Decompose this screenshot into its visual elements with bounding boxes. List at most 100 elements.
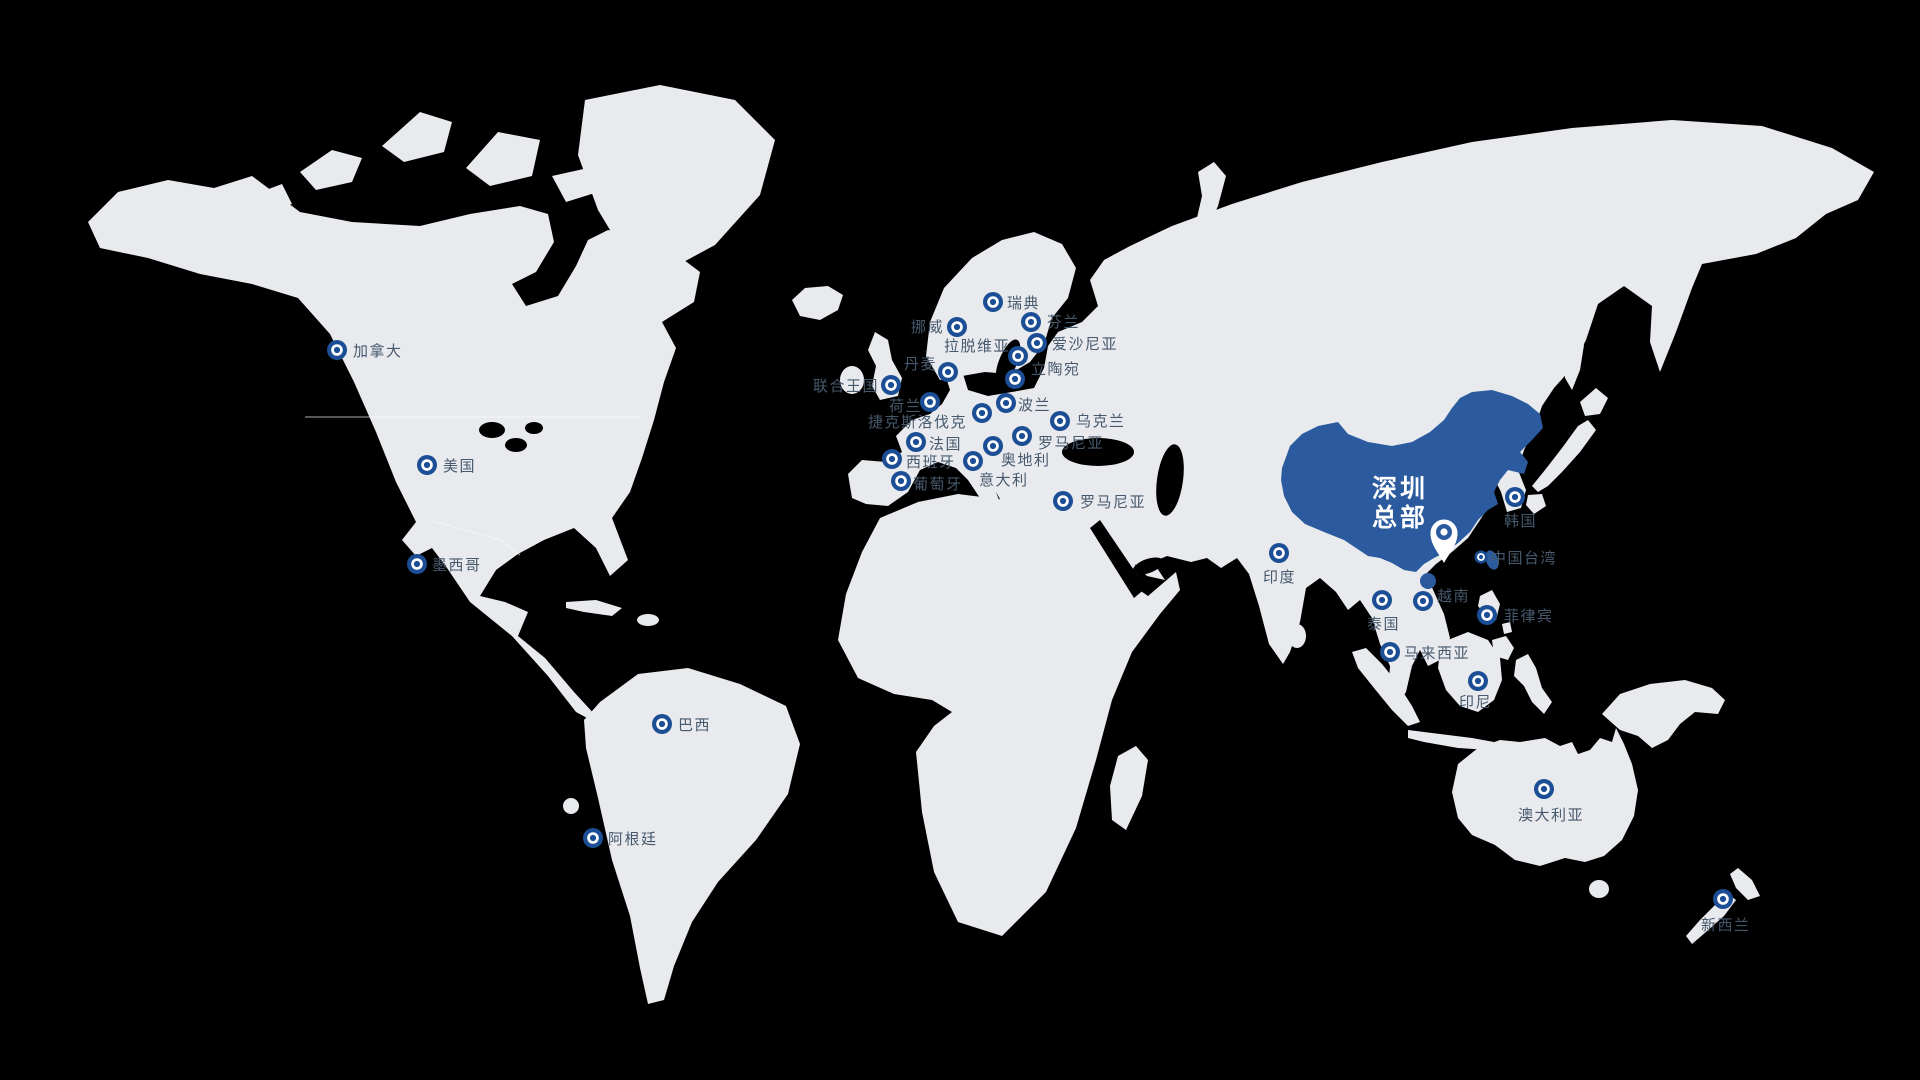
location-label-indonesia: 印尼 — [1459, 694, 1492, 711]
location-marker-italy: 意大利 — [963, 451, 1027, 489]
marker-dot — [1511, 493, 1519, 501]
marker-dot — [1275, 549, 1283, 557]
location-marker-latvia: 拉脱维亚 — [944, 338, 1028, 366]
marker-dot — [1011, 375, 1019, 383]
china-mainland — [1281, 390, 1543, 572]
location-marker-austria: 奥地利 — [983, 436, 1051, 469]
marker-dot — [1540, 785, 1548, 793]
marker-dot — [333, 346, 341, 354]
location-marker-philippines: 菲律宾 — [1477, 605, 1554, 625]
marker-dot — [1018, 432, 1026, 440]
location-marker-romania-north: 罗马尼亚 — [1012, 426, 1104, 452]
location-label-new-zealand: 新西兰 — [1701, 917, 1751, 934]
marker-dot — [888, 455, 896, 463]
continent-eurasia — [848, 120, 1874, 708]
marker-dot — [1719, 895, 1727, 903]
marker-dot — [1419, 597, 1427, 605]
marker-dot — [887, 381, 895, 389]
location-marker-finland: 芬兰 — [1021, 312, 1079, 332]
location-label-south-korea: 韩国 — [1504, 513, 1537, 530]
location-label-lithuania: 立陶宛 — [1031, 361, 1081, 378]
island-sakhalin — [1565, 330, 1584, 390]
location-label-romania: 罗马尼亚 — [1080, 494, 1146, 511]
location-label-canada: 加拿大 — [353, 342, 403, 360]
island-new-guinea — [1602, 680, 1725, 748]
location-label-austria: 奥地利 — [1001, 452, 1051, 469]
location-marker-thailand: 泰国 — [1367, 590, 1399, 633]
marker-dot — [989, 298, 997, 306]
location-marker-czechoslovakia: 捷克斯洛伐克 — [868, 403, 992, 431]
great-lakes-3 — [525, 422, 543, 434]
marker-dot — [1059, 497, 1067, 505]
china-highlight — [1281, 390, 1543, 589]
island-novaya-zemlya — [1196, 162, 1226, 232]
island-tasmania — [1589, 880, 1609, 898]
island-ireland — [840, 366, 864, 394]
continent-north-america — [88, 176, 700, 726]
marker-dot — [423, 461, 431, 469]
location-label-india: 印度 — [1263, 569, 1296, 586]
islands-indonesia — [1352, 632, 1556, 757]
marker-dot — [1474, 677, 1482, 685]
marker-dot — [978, 409, 986, 417]
hq-label-line2: 总部 — [1372, 503, 1428, 532]
location-label-taiwan-china: 中国台湾 — [1491, 550, 1557, 567]
marker-dot — [989, 442, 997, 450]
location-marker-poland: 波兰 — [996, 393, 1050, 414]
marker-dot — [1378, 596, 1386, 604]
location-label-romania-north: 罗马尼亚 — [1038, 435, 1104, 452]
location-label-argentina: 阿根廷 — [608, 831, 658, 848]
location-label-vietnam: 越南 — [1437, 588, 1470, 605]
location-marker-sweden: 瑞典 — [983, 292, 1039, 312]
marker-dot — [1386, 648, 1394, 656]
country-borders — [305, 416, 640, 556]
marker-dot — [1033, 339, 1041, 347]
continent-greenland — [578, 85, 775, 272]
location-label-ukraine: 乌克兰 — [1076, 413, 1126, 430]
marker-dot — [589, 834, 597, 842]
location-marker-india: 印度 — [1263, 543, 1296, 586]
location-label-philippines: 菲律宾 — [1504, 608, 1554, 625]
location-label-united-kingdom: 联合王国 — [813, 378, 879, 395]
caspian-sea — [1156, 444, 1184, 516]
hq-label-line1: 深圳 — [1372, 475, 1428, 503]
island-iceland — [792, 286, 843, 320]
location-marker-estonia: 爱沙尼亚 — [1027, 333, 1117, 353]
island-madagascar — [1110, 746, 1148, 830]
location-label-brazil: 巴西 — [678, 717, 711, 734]
location-label-mexico: 墨西哥 — [432, 557, 482, 574]
continent-south-america — [584, 668, 800, 1004]
location-marker-usa: 美国 — [417, 455, 476, 475]
great-lakes — [479, 422, 505, 438]
location-marker-portugal: 葡萄牙 — [891, 471, 963, 493]
location-marker-vietnam: 越南 — [1413, 588, 1470, 611]
continent-africa — [838, 494, 1180, 936]
hq-pin-core — [1440, 528, 1448, 536]
location-label-latvia: 拉脱维亚 — [944, 338, 1010, 355]
island-sri-lanka — [1288, 624, 1306, 648]
location-label-france: 法国 — [929, 436, 962, 453]
location-marker-united-kingdom: 联合王国 — [813, 375, 901, 395]
location-label-portugal: 葡萄牙 — [913, 476, 963, 493]
location-label-usa: 美国 — [443, 458, 476, 475]
marker-dot — [926, 398, 934, 406]
red-sea — [1090, 520, 1146, 598]
world-map-land — [88, 85, 1874, 1004]
black-sea — [1062, 438, 1134, 466]
marker-dot — [413, 560, 421, 568]
arctic-islands — [250, 112, 598, 212]
location-marker-south-korea: 韩国 — [1504, 487, 1537, 530]
marker-dot — [1014, 352, 1022, 360]
island-south-america-small — [563, 798, 579, 814]
location-marker-lithuania: 立陶宛 — [1005, 361, 1081, 389]
island-hispaniola — [637, 614, 659, 626]
location-marker-canada: 加拿大 — [327, 340, 403, 360]
marker-dot — [944, 368, 952, 376]
location-label-netherlands: 荷兰 — [889, 398, 922, 415]
location-label-denmark: 丹麦 — [904, 356, 937, 373]
location-marker-netherlands: 荷兰 — [889, 392, 940, 415]
china-hainan — [1420, 573, 1436, 589]
